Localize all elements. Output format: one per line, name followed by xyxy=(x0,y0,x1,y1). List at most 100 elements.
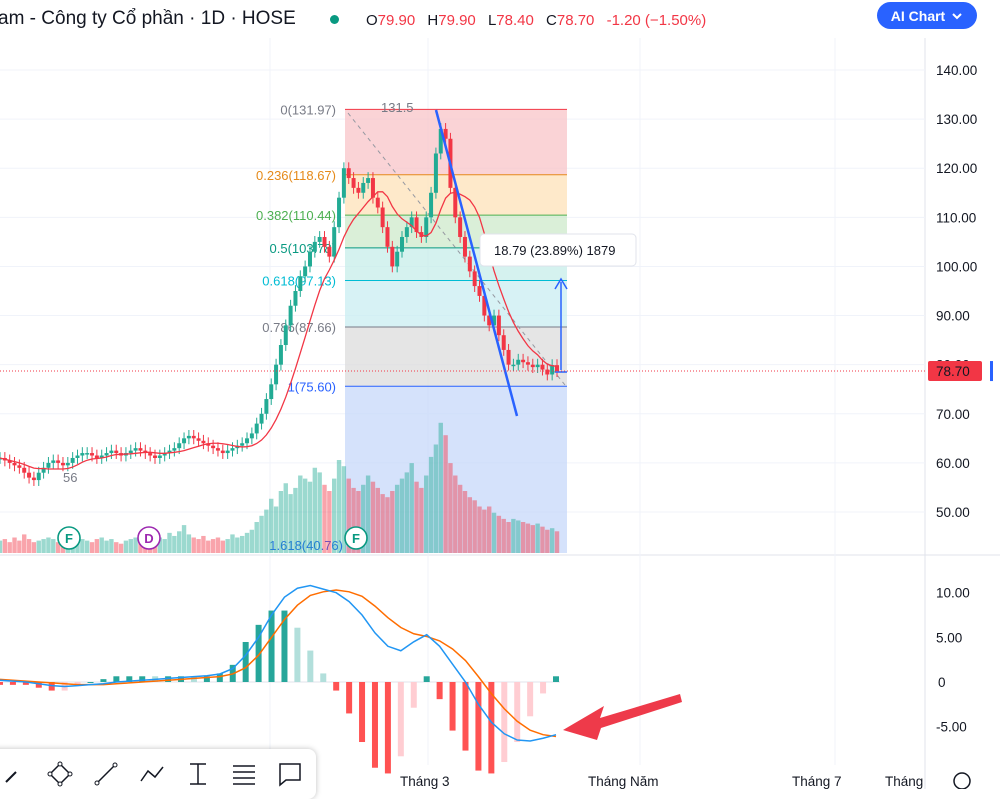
symbol-title: am - Công ty Cổ phần · 1D · HOSE xyxy=(0,8,296,29)
candle-body xyxy=(438,128,443,154)
candle-body xyxy=(191,435,196,439)
volume-bar xyxy=(549,528,555,553)
volume-bar xyxy=(530,525,535,553)
candle xyxy=(172,442,177,457)
candle-body xyxy=(215,448,220,451)
candle-body xyxy=(462,236,467,257)
candle-body xyxy=(332,227,337,257)
volume-bar xyxy=(501,518,506,553)
event-marker: F xyxy=(57,526,81,550)
volume-bar xyxy=(448,463,453,553)
volume-bar xyxy=(51,539,56,553)
candle xyxy=(472,265,477,292)
macd-histogram-bar xyxy=(397,682,404,757)
macd-signal-line xyxy=(0,589,557,738)
candle-body xyxy=(395,251,400,267)
candle xyxy=(521,353,526,369)
candle-body xyxy=(172,448,177,451)
volume-bar xyxy=(133,537,138,553)
change-value: -1.20 (−1.50%) xyxy=(606,12,707,29)
candle-body xyxy=(114,450,119,454)
volume-bar xyxy=(230,534,235,553)
open-value: 79.90 xyxy=(377,12,416,29)
macd-histogram-bar xyxy=(294,627,301,682)
macd-histogram-bar xyxy=(333,682,340,691)
volume-bar xyxy=(428,456,434,553)
cursor-tool-icon[interactable] xyxy=(0,754,34,794)
candle-body xyxy=(327,246,332,257)
candle-body xyxy=(75,455,80,458)
fib-retracement-icon[interactable] xyxy=(224,754,264,794)
polyline-icon[interactable] xyxy=(132,754,172,794)
candle xyxy=(453,181,458,224)
volume-bar xyxy=(41,539,46,553)
candle xyxy=(337,191,342,234)
candle xyxy=(356,181,361,199)
candle-body xyxy=(380,207,385,228)
candle xyxy=(424,211,429,243)
candle-body xyxy=(274,364,279,385)
shape-tool-icon[interactable] xyxy=(40,754,80,794)
trend-line-icon[interactable] xyxy=(86,754,126,794)
volume-bar xyxy=(307,481,313,553)
candle xyxy=(462,231,467,263)
candle xyxy=(380,201,385,234)
candle xyxy=(104,447,109,462)
candle-body xyxy=(555,365,559,372)
macd-tick-label: 5.00 xyxy=(936,630,962,645)
candle xyxy=(429,186,434,224)
macd-histogram-bar xyxy=(359,682,366,743)
candle-body xyxy=(51,460,56,463)
candle-body xyxy=(341,168,346,198)
candle xyxy=(458,211,463,243)
volume-bar xyxy=(370,481,376,553)
measure-arrowhead xyxy=(554,277,568,290)
candle xyxy=(148,447,153,462)
volume-bar xyxy=(118,543,124,553)
event-marker-circle xyxy=(137,526,161,550)
volume-bar xyxy=(254,522,259,553)
candle-body xyxy=(133,448,138,451)
candle xyxy=(385,221,390,253)
chart-header: am - Công ty Cổ phần · 1D · HOSE O79.90 … xyxy=(0,0,1000,38)
candle-body xyxy=(249,433,254,439)
volume-bar xyxy=(496,515,502,553)
volume-bar xyxy=(540,526,545,553)
volume-bar xyxy=(346,478,351,553)
volume-bar xyxy=(26,539,32,553)
candle-body xyxy=(230,448,235,451)
candle xyxy=(99,449,104,464)
volume-bar xyxy=(46,537,51,553)
macd-histogram-bar xyxy=(203,676,210,682)
fib-level-label: 0.236(118.67) xyxy=(256,168,336,183)
settings-gear-icon xyxy=(953,772,971,789)
drawing-toolbar xyxy=(0,749,316,799)
candle xyxy=(516,353,521,371)
price-tick-label: 140.00 xyxy=(936,63,977,78)
candle-body xyxy=(259,413,264,424)
candle-body xyxy=(56,460,61,463)
macd-histogram-bar xyxy=(113,676,120,682)
candle xyxy=(240,437,245,452)
candle xyxy=(31,471,36,486)
volume-bar xyxy=(380,494,385,553)
ai-chart-button[interactable]: AI Chart xyxy=(877,2,977,29)
ai-chart-label: AI Chart xyxy=(890,7,946,24)
low-key: L xyxy=(487,12,497,29)
measure-icon[interactable] xyxy=(178,754,218,794)
volume-bar xyxy=(259,515,264,553)
volume-bar xyxy=(443,435,448,553)
candle-body xyxy=(46,462,51,468)
volume-bar xyxy=(298,475,303,553)
volume-bar xyxy=(453,475,458,553)
macd-histogram-bar xyxy=(22,682,29,685)
event-marker-label: D xyxy=(144,531,153,546)
candle xyxy=(27,466,32,484)
volume-bar xyxy=(414,481,419,553)
candle-body xyxy=(351,178,356,188)
low-price-annotation: 56 xyxy=(63,470,77,485)
comment-icon[interactable] xyxy=(270,754,310,794)
fib-level-label: 0.382(110.44) xyxy=(256,208,336,223)
volume-bar xyxy=(293,487,298,553)
